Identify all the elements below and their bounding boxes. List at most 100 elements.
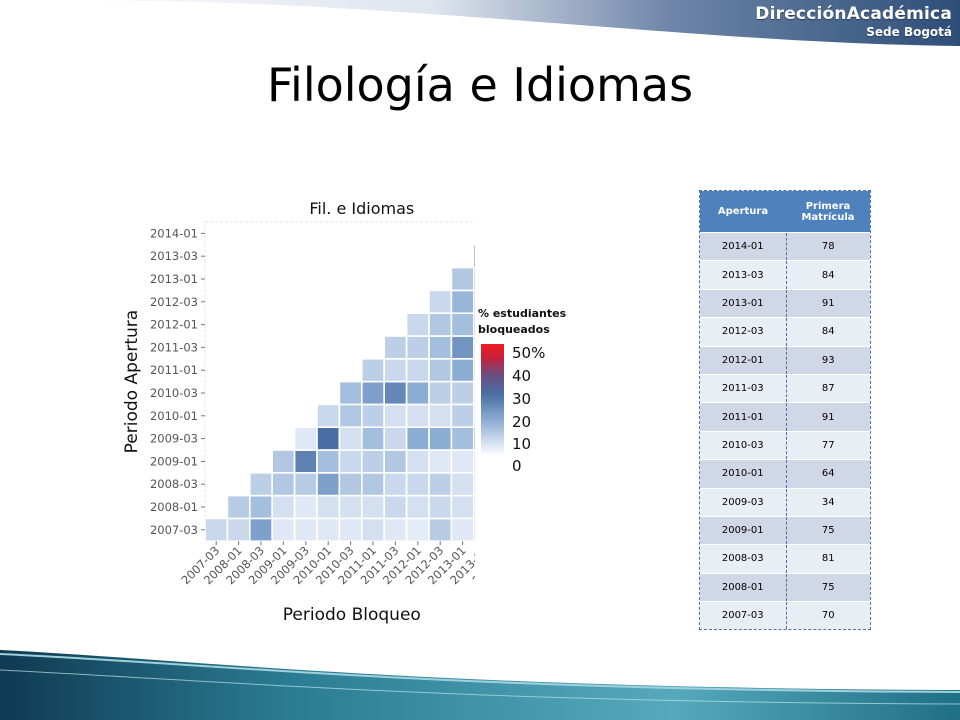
table-row: 2009-03 34 <box>700 487 870 517</box>
heatmap-cell <box>405 494 430 520</box>
cell-primera-matricula: 91 <box>786 402 870 432</box>
y-tick-label: 2013-03 <box>150 249 198 263</box>
legend-label-30: 30 <box>512 390 532 408</box>
y-tick-label: 2008-01 <box>150 500 198 514</box>
heatmap-cell <box>383 471 408 497</box>
cell-apertura: 2013-01 <box>700 288 787 318</box>
heatmap-cell <box>472 335 475 360</box>
heatmap-cell <box>383 494 408 520</box>
legend-label-20: 20 <box>512 413 532 431</box>
y-axis-label: Periodo Apertura <box>122 310 142 454</box>
heatmap-cell <box>428 426 453 451</box>
cell-apertura: 2009-01 <box>700 515 787 545</box>
heatmap-cell <box>338 517 363 542</box>
heatmap-cell <box>405 426 430 451</box>
heatmap-cell <box>428 312 453 337</box>
heatmap-cell <box>383 335 408 360</box>
cell-apertura: 2010-03 <box>700 430 787 460</box>
cell-primera-matricula: 84 <box>786 317 870 347</box>
slide-title: Filología e Idiomas <box>266 58 694 112</box>
heatmap-cell <box>450 266 475 292</box>
table-row: 2011-03 87 <box>700 373 870 403</box>
heatmap-cell <box>428 494 453 520</box>
heatmap-cell <box>428 449 453 474</box>
heatmap-cell <box>405 335 430 360</box>
cell-primera-matricula: 84 <box>786 260 870 290</box>
heatmap-cell <box>271 471 296 497</box>
y-tick-label: 2011-03 <box>150 340 198 354</box>
heatmap-cell <box>316 449 341 474</box>
heatmap-cell <box>428 403 453 428</box>
heatmap-cell <box>472 403 475 428</box>
y-tick-label: 2009-01 <box>150 454 198 468</box>
heatmap-cell <box>249 494 274 520</box>
heatmap-cell <box>271 449 296 474</box>
heatmap-cell <box>271 517 296 542</box>
legend-title: % estudiantes bloqueados <box>478 307 567 336</box>
heatmap-cell <box>271 494 296 520</box>
y-tick-label: 2010-01 <box>150 409 198 423</box>
heatmap-cell <box>428 517 453 542</box>
heatmap-cell <box>472 380 475 406</box>
cell-apertura: 2008-03 <box>700 544 787 574</box>
heatmap-cell <box>338 426 363 451</box>
cell-primera-matricula: 34 <box>786 487 870 517</box>
heatmap-cell <box>361 358 386 383</box>
heatmap-cell <box>472 266 475 292</box>
heatmap-cell <box>338 449 363 474</box>
heatmap-cell <box>293 471 318 497</box>
heatmap-cell <box>472 312 475 337</box>
heatmap-cell <box>405 403 430 428</box>
table-row: 2008-01 75 <box>700 572 870 602</box>
heatmap-cell <box>405 471 430 497</box>
heatmap-cell <box>316 517 341 542</box>
heatmap-cell <box>428 289 453 315</box>
heatmap-cell <box>383 426 408 451</box>
heatmap-cell <box>226 494 251 520</box>
cell-primera-matricula: 81 <box>786 544 870 574</box>
heatmap-cell <box>472 289 475 315</box>
heatmap-chart: Fil. e Idiomas 2007-03 2008-01 2008-03 2009-… <box>122 199 475 625</box>
heatmap-cell <box>450 403 475 428</box>
cell-apertura: 2011-01 <box>700 402 787 432</box>
column-header-apertura: Apertura <box>700 191 786 233</box>
legend-color-bar <box>481 344 504 456</box>
heatmap-cell <box>316 403 341 428</box>
heatmap-cell <box>293 517 318 542</box>
heatmap-cell <box>428 380 453 406</box>
heatmap-cell <box>361 449 386 474</box>
column-header-primera-matricula: Primera Matrícula <box>786 191 870 233</box>
heatmap-cell <box>450 312 475 337</box>
heatmap-cell <box>293 449 318 474</box>
heatmap-cell <box>383 517 408 542</box>
heatmap-cell <box>361 494 386 520</box>
table-row: 2013-03 84 <box>700 260 870 290</box>
heatmap-cell <box>450 380 475 406</box>
heatmap-cell <box>316 494 341 520</box>
table-row: 2009-01 75 <box>700 515 870 545</box>
heatmap-cell <box>405 312 430 337</box>
cell-primera-matricula: 87 <box>786 373 870 403</box>
heatmap-cell <box>204 517 229 542</box>
y-tick-label: 2010-03 <box>150 386 198 400</box>
heatmap-cell <box>338 403 363 428</box>
cell-primera-matricula: 77 <box>786 430 870 460</box>
heatmap-cell <box>450 449 475 474</box>
heatmap-cell <box>450 289 475 315</box>
cell-apertura: 2014-01 <box>700 231 787 261</box>
footer-band <box>0 650 960 720</box>
color-legend: % estudiantes bloqueados 50% 40 30 20 10… <box>478 306 588 475</box>
table-row: 2013-01 91 <box>700 288 870 318</box>
cell-apertura: 2008-01 <box>700 572 787 602</box>
table-row: 2014-01 78 <box>700 231 870 261</box>
table-row: 2010-01 64 <box>700 459 870 489</box>
heatmap-cell <box>383 358 408 383</box>
heatmap-cell <box>249 517 274 542</box>
y-tick-label: 2011-01 <box>150 363 198 377</box>
heatmap-cell <box>361 517 386 542</box>
heatmap-cell <box>450 335 475 360</box>
heatmap-cell <box>405 358 430 383</box>
cell-primera-matricula: 70 <box>786 601 870 630</box>
heatmap-cell <box>316 471 341 497</box>
table-row: 2012-01 93 <box>700 345 870 375</box>
